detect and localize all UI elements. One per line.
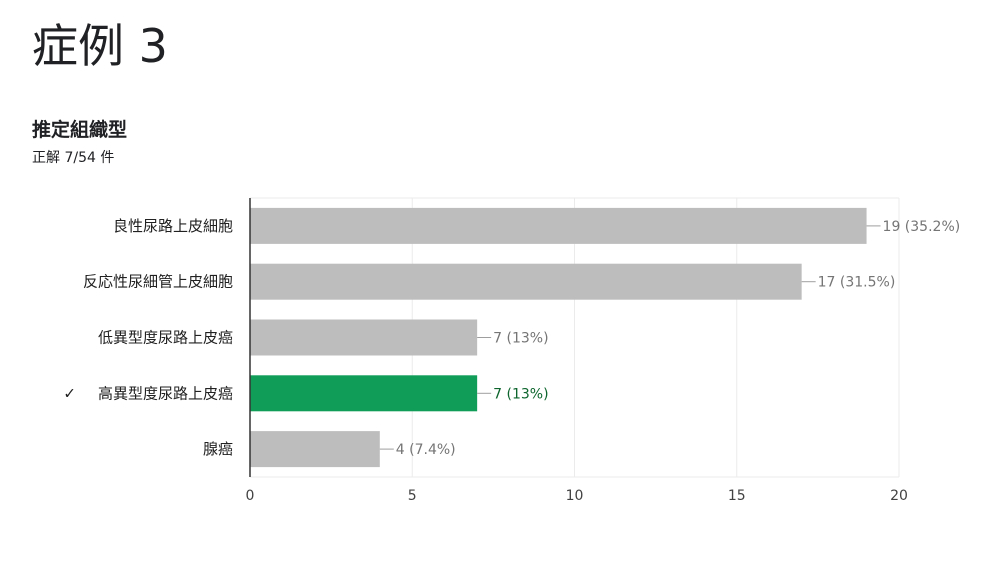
bar: [250, 263, 802, 300]
category-label: 高異型度尿路上皮癌: [98, 384, 233, 402]
question-title: 推定組織型: [32, 119, 128, 141]
bar: [250, 207, 867, 244]
data-label: 4 (7.4%): [396, 442, 456, 458]
bars: [250, 207, 867, 468]
bar: [250, 431, 380, 468]
category-label: 低異型度尿路上皮癌: [98, 329, 233, 347]
x-tick-label: 0: [246, 488, 255, 504]
correct-count-text: 正解 7/54 件: [32, 150, 115, 166]
category-label: 反応性尿細管上皮細胞: [83, 273, 233, 291]
data-label: 7 (13%): [493, 331, 548, 347]
x-tick-label: 10: [566, 488, 584, 504]
data-label: 7 (13%): [493, 386, 548, 402]
bar: [250, 319, 478, 356]
category-label: 腺癌: [203, 440, 233, 458]
bar-correct: [250, 375, 478, 412]
correct-check-icon: ✓: [63, 384, 76, 402]
gridlines: [249, 197, 900, 478]
slide-title: 症例 3: [32, 19, 168, 73]
x-tick-label: 5: [408, 488, 417, 504]
x-axis-ticks: 0 5 10 15 20: [246, 488, 908, 504]
x-tick-label: 20: [890, 488, 908, 504]
data-label: 17 (31.5%): [818, 275, 896, 291]
category-label: 良性尿路上皮細胞: [113, 217, 233, 235]
data-labels: 19 (35.2%) 17 (31.5%) 7 (13%) 7 (13%) 4 (7.4…: [379, 219, 961, 458]
data-label: 19 (35.2%): [883, 219, 961, 235]
x-tick-label: 15: [728, 488, 746, 504]
